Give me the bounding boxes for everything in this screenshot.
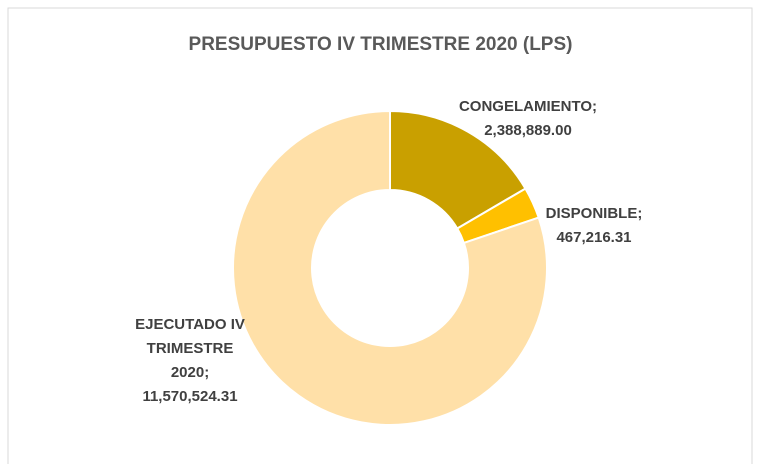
data-label: EJECUTADO IV TRIMESTRE 2020; 11,570,524.3… <box>131 313 249 409</box>
label-value: 467,216.31 <box>556 229 632 246</box>
label-category: EJECUTADO IV TRIMESTRE 2020 <box>135 316 245 381</box>
data-label: DISPONIBLE; 467,216.31 <box>546 202 643 250</box>
donut-slice <box>232 109 548 426</box>
label-separator: ; <box>637 205 643 222</box>
label-category: DISPONIBLE <box>545 205 638 222</box>
label-category: CONGELAMIENTO <box>458 98 593 115</box>
chart-title: PRESUPUESTO IV TRIMESTRE 2020 (LPS) <box>188 34 573 55</box>
label-value: 11,570,524.31 <box>142 388 238 405</box>
label-separator: ; <box>592 98 598 115</box>
label-value: 2,388,889.00 <box>484 122 572 139</box>
data-label: CONGELAMIENTO; 2,388,889.00 <box>459 95 597 143</box>
label-separator: ; <box>204 364 210 381</box>
